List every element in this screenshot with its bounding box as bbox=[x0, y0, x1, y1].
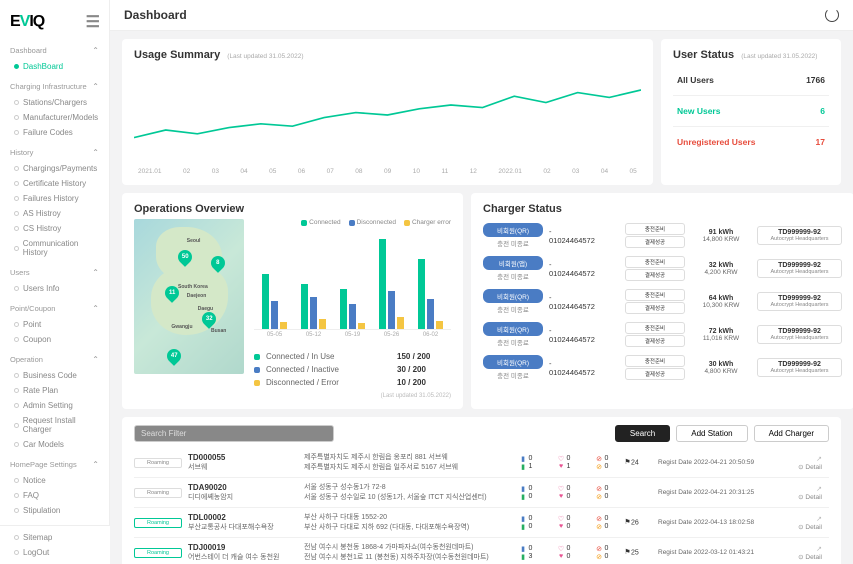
charger-status-card: Charger Status 비회원(QR)충전 미종료 -0102446457… bbox=[471, 193, 853, 409]
warning-icon: ⊘ bbox=[596, 485, 603, 492]
nav-section-header[interactable]: Point/Coupon⌃ bbox=[0, 300, 109, 317]
nav-item[interactable]: Manufacturer/Models bbox=[0, 110, 109, 125]
detail-link[interactable]: ⊙ Detail bbox=[784, 463, 822, 471]
map-label: Busan bbox=[211, 328, 226, 334]
table-row[interactable]: Roaming TDL00002부산교통공사 다대포해수욕장 부산 사하구 다대… bbox=[134, 508, 829, 538]
page-title: Dashboard bbox=[124, 8, 187, 22]
nav-item[interactable]: AS Histroy bbox=[0, 206, 109, 221]
table-row[interactable]: Roaming TD000055서브웨 제주특별자치도 제주시 한림읍 옹포리 … bbox=[134, 448, 829, 478]
warning-icon: ⊘ bbox=[596, 455, 603, 462]
warning-icon: ⊘ bbox=[596, 515, 603, 522]
nav-item[interactable]: DashBoard bbox=[0, 59, 109, 74]
external-link-icon[interactable]: ↗ bbox=[816, 456, 822, 463]
flag-icon: ⚑ bbox=[624, 519, 631, 526]
charger-icon: ▮ bbox=[520, 493, 527, 500]
refresh-icon[interactable] bbox=[825, 8, 839, 22]
nav-section-header[interactable]: Dashboard⌃ bbox=[0, 42, 109, 59]
charger-icon: ▮ bbox=[520, 515, 527, 522]
nav-item[interactable]: Users Info bbox=[0, 281, 109, 296]
search-button[interactable]: Search bbox=[615, 425, 670, 442]
flag-icon: ⚑ bbox=[624, 459, 631, 466]
charger-type-badge: 비회원(QR) bbox=[483, 355, 543, 369]
nav-section-header[interactable]: Users⌃ bbox=[0, 264, 109, 281]
nav-item[interactable]: Communication History bbox=[0, 236, 109, 260]
add-station-button[interactable]: Add Station bbox=[676, 425, 747, 442]
heart-icon: ♡ bbox=[558, 515, 565, 522]
nav-section-header[interactable]: History⌃ bbox=[0, 144, 109, 161]
nav-item[interactable]: Point bbox=[0, 317, 109, 332]
heart-icon: ♥ bbox=[558, 493, 565, 500]
warning-icon: ⊘ bbox=[596, 463, 603, 470]
map-label: South Korea bbox=[178, 284, 208, 290]
nav-item[interactable]: Business Code bbox=[0, 368, 109, 383]
charger-row: 비회원(QR)충전 미종료 -01024464572 충전준비결제성공 72 k… bbox=[483, 318, 842, 351]
add-charger-button[interactable]: Add Charger bbox=[754, 425, 829, 442]
usage-summary-card: Usage Summary (Last updated 31.05.2022) … bbox=[122, 39, 653, 185]
nav-item[interactable]: Coupon bbox=[0, 332, 109, 347]
charger-type-badge: 비회원(앱) bbox=[483, 256, 543, 270]
nav-item[interactable]: Chargings/Payments bbox=[0, 161, 109, 176]
charger-type-badge: 비회원(QR) bbox=[483, 289, 543, 303]
heart-icon: ♥ bbox=[558, 553, 565, 560]
user-status-card: User Status (Last updated 31.05.2022) Al… bbox=[661, 39, 841, 185]
map-label: Daejeon bbox=[187, 293, 206, 299]
search-filter-input[interactable] bbox=[134, 425, 334, 442]
warning-icon: ⊘ bbox=[596, 523, 603, 530]
nav-section-header[interactable]: Charging Infrastructure⌃ bbox=[0, 78, 109, 95]
nav-item[interactable]: Failure Codes bbox=[0, 125, 109, 140]
map-pin[interactable]: 47 bbox=[164, 346, 184, 366]
nav-item[interactable]: Car Models bbox=[0, 437, 109, 452]
heart-icon: ♥ bbox=[558, 523, 565, 530]
charger-icon: ▮ bbox=[520, 545, 527, 552]
flag-icon: ⚑ bbox=[624, 549, 631, 556]
map[interactable]: SeoulSouth KoreaDaejeonDaeguGwangjuBusan… bbox=[134, 219, 244, 374]
nav-item[interactable]: Admin Setting bbox=[0, 398, 109, 413]
charger-row: 비회원(QR)충전 미종료 -01024464572 충전준비결제성공 64 k… bbox=[483, 285, 842, 318]
detail-link[interactable]: ⊙ Detail bbox=[784, 523, 822, 531]
brand-logo: EVIQ ☰ bbox=[0, 4, 109, 40]
warning-icon: ⊘ bbox=[596, 545, 603, 552]
nav-item[interactable]: Failures History bbox=[0, 191, 109, 206]
detail-link[interactable]: ⊙ Detail bbox=[784, 493, 822, 501]
charger-icon: ▮ bbox=[520, 455, 527, 462]
external-link-icon[interactable]: ↗ bbox=[816, 516, 822, 523]
nav-item[interactable]: Request Install Charger bbox=[0, 413, 109, 437]
table-row[interactable]: Roaming TDA90020디디에쎼농암지 서울 성동구 성수동1가 72-… bbox=[134, 478, 829, 508]
table-row[interactable]: Roaming TDJ00019어번스테이 더 캐슬 여수 동천원 전남 여수시… bbox=[134, 538, 829, 564]
warning-icon: ⊘ bbox=[596, 493, 603, 500]
charger-icon: ▮ bbox=[520, 485, 527, 492]
nav-item[interactable]: Certificate History bbox=[0, 176, 109, 191]
map-label: Seoul bbox=[187, 238, 201, 244]
nav-item[interactable]: Stipulation bbox=[0, 503, 109, 518]
nav-item[interactable]: LogOut bbox=[0, 545, 110, 560]
heart-icon: ♡ bbox=[558, 545, 565, 552]
nav-item[interactable]: Sitemap bbox=[0, 530, 110, 545]
heart-icon: ♡ bbox=[558, 455, 565, 462]
charger-row: 비회원(QR)충전 미종료 -01024464572 충전준비결제성공 30 k… bbox=[483, 351, 842, 384]
detail-link[interactable]: ⊙ Detail bbox=[784, 553, 822, 561]
charger-type-badge: 비회원(QR) bbox=[483, 223, 543, 237]
heart-icon: ♡ bbox=[558, 485, 565, 492]
heart-icon: ♥ bbox=[558, 463, 565, 470]
external-link-icon[interactable]: ↗ bbox=[816, 546, 822, 553]
charger-type-badge: 비회원(QR) bbox=[483, 322, 543, 336]
nav-item[interactable]: CS Histroy bbox=[0, 221, 109, 236]
nav-item[interactable]: FAQ bbox=[0, 488, 109, 503]
charger-icon: ▮ bbox=[520, 523, 527, 530]
charger-row: 비회원(앱)충전 미종료 -01024464572 충전준비결제성공 32 kW… bbox=[483, 252, 842, 285]
operations-overview-card: Operations Overview SeoulSouth KoreaDaej… bbox=[122, 193, 463, 409]
map-label: Gwangju bbox=[171, 324, 192, 330]
nav-item[interactable]: Stations/Chargers bbox=[0, 95, 109, 110]
charger-row: 비회원(QR)충전 미종료 -01024464572 충전준비결제성공 91 k… bbox=[483, 219, 842, 252]
nav-item[interactable]: Notice bbox=[0, 473, 109, 488]
nav-section-header[interactable]: Operation⌃ bbox=[0, 351, 109, 368]
external-link-icon[interactable]: ↗ bbox=[816, 486, 822, 493]
charger-icon: ▮ bbox=[520, 463, 527, 470]
nav-item[interactable]: Rate Plan bbox=[0, 383, 109, 398]
warning-icon: ⊘ bbox=[596, 553, 603, 560]
charger-icon: ▮ bbox=[520, 553, 527, 560]
menu-icon[interactable]: ☰ bbox=[86, 12, 99, 32]
nav-section-header[interactable]: HomePage Settings⌃ bbox=[0, 456, 109, 473]
stations-table-card: Search Add Station Add Charger Roaming T… bbox=[122, 417, 841, 564]
